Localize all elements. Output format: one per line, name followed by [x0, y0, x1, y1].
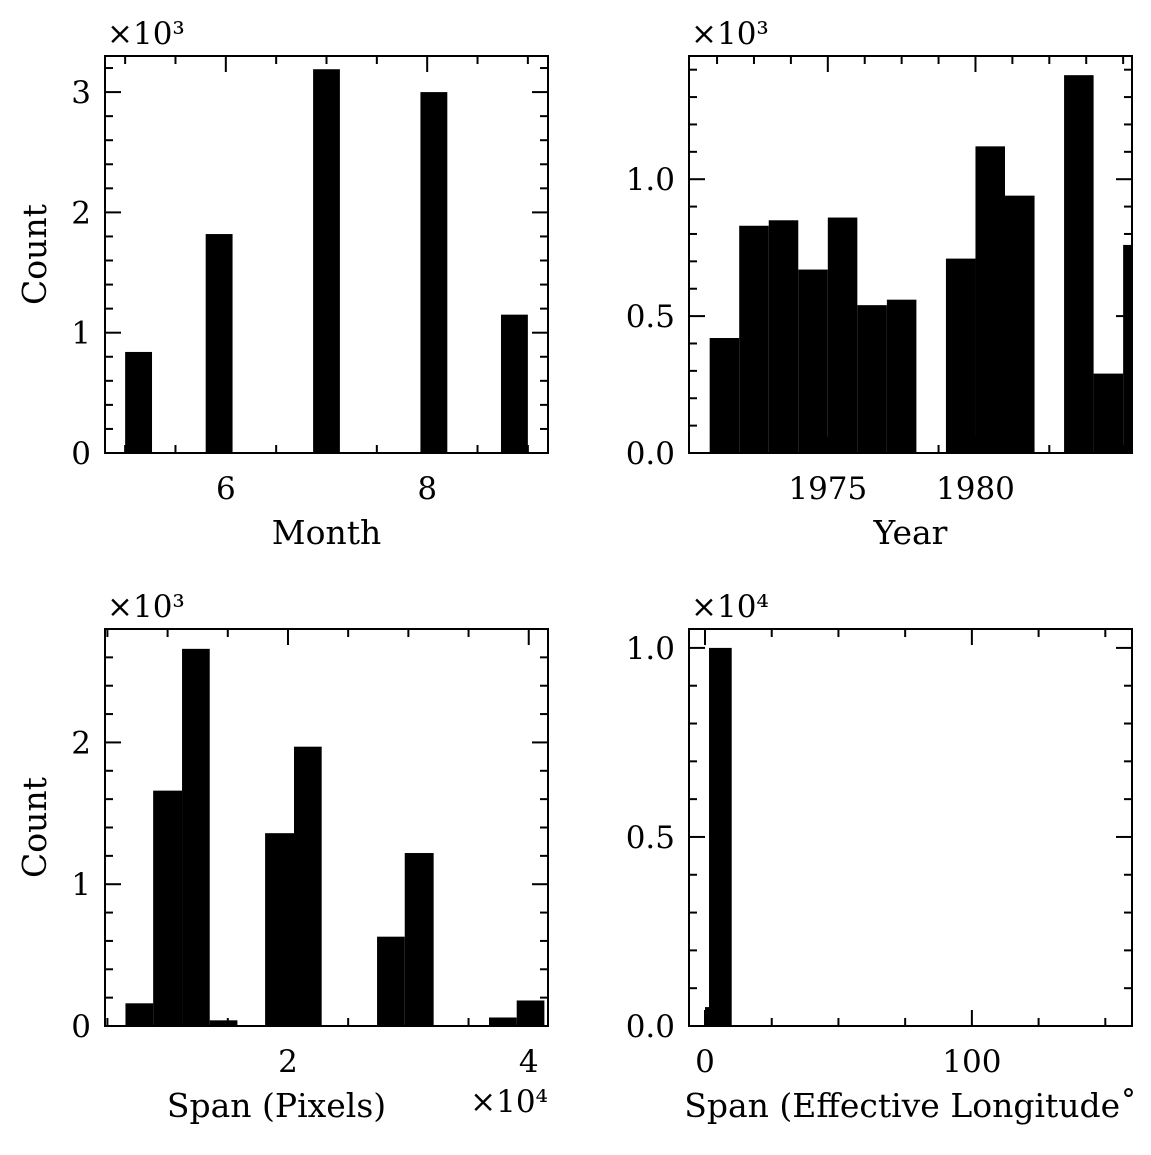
- x-axis-label: Year: [873, 513, 948, 552]
- histogram-bar: [709, 647, 732, 1026]
- histogram-bar: [377, 936, 405, 1026]
- y-axis-label: Count: [15, 204, 54, 305]
- x-axis-label: Month: [272, 513, 381, 552]
- y-tick-label: 2: [71, 725, 91, 761]
- y-tick-label: 2: [71, 195, 91, 231]
- x-tick-label: 100: [942, 1044, 1001, 1080]
- histogram-bar: [768, 220, 799, 453]
- y-multiplier-label: ×10³: [107, 16, 185, 52]
- x-tick-label: 6: [216, 471, 236, 507]
- histogram-bar: [205, 234, 233, 453]
- x-tick-label: 8: [417, 471, 437, 507]
- x-tick-label: 1980: [936, 471, 1015, 507]
- y-tick-label: 0.0: [626, 436, 675, 472]
- histogram-bar: [153, 790, 183, 1026]
- histogram-bar: [857, 305, 887, 453]
- y-multiplier-label: ×10³: [107, 589, 185, 625]
- histogram-bar: [1005, 195, 1035, 454]
- y-tick-label: 1.0: [626, 631, 675, 667]
- histogram-bar: [404, 853, 434, 1026]
- histogram-bar: [516, 1000, 545, 1026]
- y-tick-label: 3: [71, 75, 91, 111]
- histogram-bar: [705, 1007, 710, 1026]
- histogram-bar: [500, 314, 528, 453]
- x-tick-label: 1975: [788, 471, 867, 507]
- chart-panel-4: 0.0 0.5 1.0 0 100 ×10⁴ Span (Effective Longitu…: [626, 589, 1137, 1125]
- y-tick-label: 1.0: [626, 162, 675, 198]
- histogram-bar: [739, 225, 769, 453]
- x-tick-label: 4: [519, 1044, 539, 1080]
- histogram-bar: [182, 648, 210, 1026]
- x-axis-label: Span (Effective Longitude˚: [684, 1086, 1136, 1125]
- y-axis-label: Count: [15, 777, 54, 878]
- histogram-bar: [420, 92, 448, 453]
- x-multiplier-label: ×10⁴: [470, 1084, 548, 1120]
- histogram-bar: [709, 338, 740, 453]
- x-axis-label: Span (Pixels): [167, 1086, 386, 1125]
- histogram-bar: [886, 299, 917, 453]
- histogram-bar: [293, 746, 322, 1026]
- y-multiplier-label: ×10³: [691, 16, 769, 52]
- chart-panel-1: 0 1 2 3 6 8 ×10³ Month Count: [15, 16, 549, 552]
- histogram-bar: [945, 258, 976, 453]
- histogram-bar: [1064, 75, 1094, 453]
- y-tick-label: 0.0: [626, 1009, 675, 1045]
- histogram-bar: [1123, 244, 1132, 453]
- y-tick-label: 1: [71, 867, 91, 903]
- histogram-bar: [209, 1020, 238, 1026]
- histogram-bar: [313, 69, 340, 453]
- histogram-bar: [798, 269, 828, 453]
- y-tick-label: 0.5: [626, 299, 675, 335]
- y-tick-label: 0: [71, 1009, 91, 1045]
- y-tick-label: 0.5: [626, 820, 675, 856]
- x-tick-label: 2: [278, 1044, 298, 1080]
- y-multiplier-label: ×10⁴: [691, 589, 769, 625]
- histogram-bar: [489, 1017, 517, 1026]
- y-tick-label: 0: [71, 436, 91, 472]
- x-tick-label: 0: [695, 1044, 715, 1080]
- plot-frame: [688, 55, 1133, 454]
- plot-frame: [688, 628, 1133, 1027]
- chart-panel-3: 0 1 2 2 4 ×10³ ×10⁴ Span (Pixels) Count: [15, 589, 549, 1125]
- histogram-bar: [827, 217, 858, 453]
- histogram-bar: [125, 351, 153, 453]
- histogram-bar: [265, 833, 294, 1026]
- y-tick-label: 1: [71, 316, 91, 352]
- histogram-bar: [125, 1003, 154, 1026]
- histogram-bar: [975, 146, 1006, 453]
- histogram-bar: [1093, 373, 1124, 453]
- chart-panel-2: 0.0 0.5 1.0 1975 1980 ×10³ Year: [626, 16, 1133, 552]
